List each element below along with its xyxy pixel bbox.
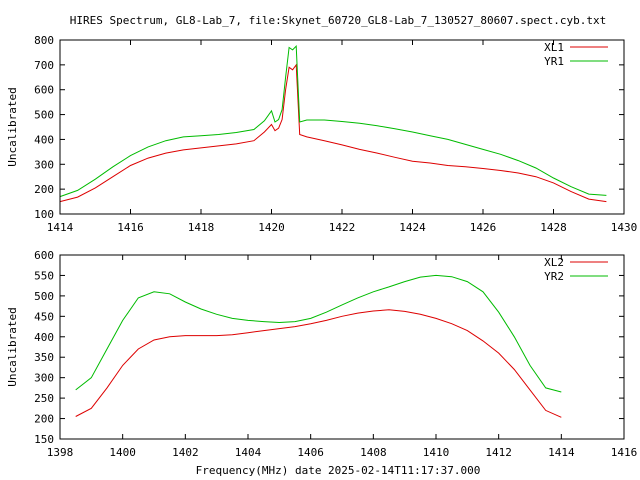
- y-tick-label: 250: [34, 392, 54, 405]
- x-tick-label: 1414: [548, 446, 575, 459]
- x-tick-label: 1412: [485, 446, 512, 459]
- plot-frame: [59, 39, 625, 215]
- series-line-yr1: [59, 45, 607, 198]
- y-tick-label: 150: [34, 433, 54, 446]
- y-axis-label: Uncalibrated: [6, 87, 19, 166]
- series-line-xl2: [75, 309, 562, 418]
- y-tick-label: 400: [34, 133, 54, 146]
- y-tick-label: 100: [34, 208, 54, 221]
- y-tick-label: 600: [34, 249, 54, 262]
- x-tick-label: 1414: [47, 221, 74, 234]
- plot-frame: [59, 254, 625, 440]
- series-line-xl1: [59, 63, 607, 203]
- series-line-yr2: [75, 274, 562, 393]
- x-tick-label: 1430: [611, 221, 638, 234]
- x-tick-label: 1418: [188, 221, 215, 234]
- y-tick-label: 800: [34, 34, 54, 47]
- x-tick-label: 1428: [540, 221, 567, 234]
- x-tick-label: 1402: [172, 446, 199, 459]
- x-tick-label: 1416: [117, 221, 144, 234]
- y-tick-label: 350: [34, 351, 54, 364]
- y-tick-label: 550: [34, 269, 54, 282]
- y-tick-label: 600: [34, 84, 54, 97]
- legend-label: YR1: [544, 55, 564, 68]
- x-tick-label: 1422: [329, 221, 356, 234]
- x-tick-label: 1410: [423, 446, 450, 459]
- legend-label: XL1: [544, 41, 564, 54]
- legend-label: YR2: [544, 270, 564, 283]
- x-tick-label: 1424: [399, 221, 426, 234]
- x-tick-label: 1400: [109, 446, 136, 459]
- x-tick-label: 1416: [611, 446, 638, 459]
- x-tick-label: 1426: [470, 221, 497, 234]
- legend-label: XL2: [544, 256, 564, 269]
- x-tick-label: 1404: [235, 446, 262, 459]
- y-tick-label: 500: [34, 290, 54, 303]
- x-tick-label: 1420: [258, 221, 285, 234]
- bottom-panel: 1398 1400 1402 1404 1406 1408 1410 1412 1414 1416…: [6, 249, 637, 459]
- y-tick-label: 400: [34, 331, 54, 344]
- y-axis-label: Uncalibrated: [6, 307, 19, 386]
- y-tick-label: 450: [34, 310, 54, 323]
- x-tick-label: 1398: [47, 446, 74, 459]
- y-tick-label: 200: [34, 183, 54, 196]
- y-tick-label: 500: [34, 109, 54, 122]
- top-panel: 1414 1416 1418 1420 1422 1424 1426 1428 1430 100 2…: [6, 34, 637, 234]
- y-tick-label: 200: [34, 413, 54, 426]
- x-tick-label: 1406: [297, 446, 324, 459]
- y-tick-label: 300: [34, 158, 54, 171]
- y-tick-label: 700: [34, 59, 54, 72]
- figure-title: HIRES Spectrum, GL8-Lab_7, file:Skynet_6…: [70, 14, 606, 27]
- x-axis-label: Frequency(MHz) date 2025-02-14T11:17:37.…: [196, 464, 481, 477]
- x-tick-label: 1408: [360, 446, 387, 459]
- y-tick-label: 300: [34, 372, 54, 385]
